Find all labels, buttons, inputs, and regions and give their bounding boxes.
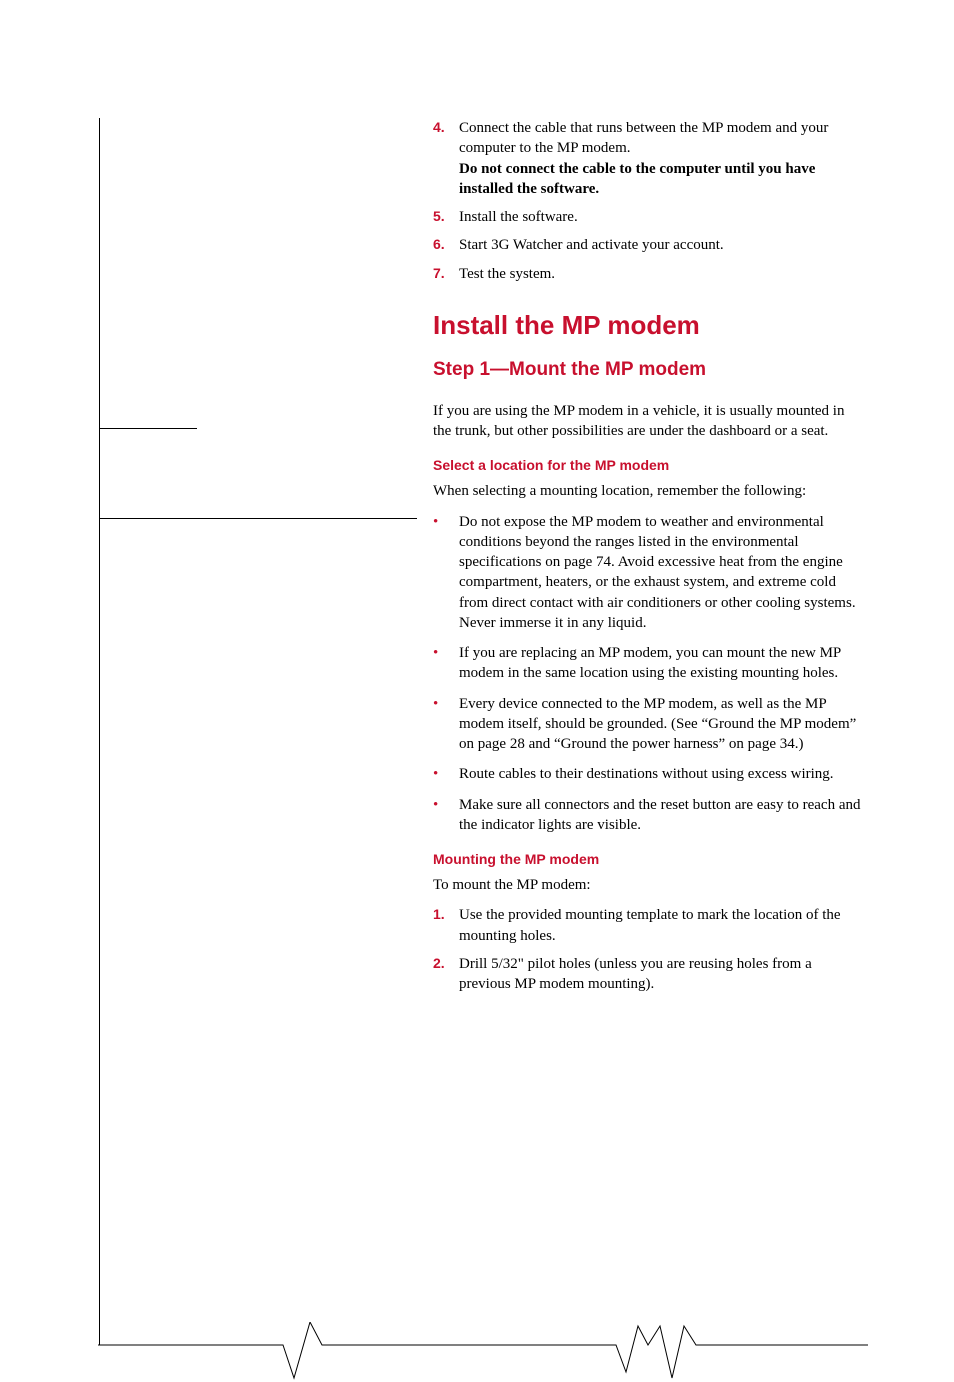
bullet-text: Every device connected to the MP modem, … xyxy=(459,694,865,755)
step-item: 7. Test the system. xyxy=(433,264,865,284)
step-number: 6. xyxy=(433,235,459,255)
bullet-text: Do not expose the MP modem to weather an… xyxy=(459,512,865,634)
mounting-steps-list: 1. Use the provided mounting template to… xyxy=(433,905,865,994)
mounting-lead-paragraph: To mount the MP modem: xyxy=(433,875,865,895)
bullet-icon: • xyxy=(433,512,459,634)
bullet-item: • Do not expose the MP modem to weather … xyxy=(433,512,865,634)
bullet-item: • Every device connected to the MP modem… xyxy=(433,694,865,755)
step-text: Drill 5/32" pilot holes (unless you are … xyxy=(459,954,865,995)
step-item: 4. Connect the cable that runs between t… xyxy=(433,118,865,199)
bullet-icon: • xyxy=(433,795,459,836)
sidebar-rule-1 xyxy=(99,428,197,429)
bullet-text: Make sure all connectors and the reset b… xyxy=(459,795,865,836)
step-item: 2. Drill 5/32" pilot holes (unless you a… xyxy=(433,954,865,995)
step-text: Install the software. xyxy=(459,207,865,227)
step-item: 5. Install the software. xyxy=(433,207,865,227)
step-item: 6. Start 3G Watcher and activate your ac… xyxy=(433,235,865,255)
footer-ecg-line xyxy=(98,1322,868,1382)
step-text: Connect the cable that runs between the … xyxy=(459,120,828,156)
intro-paragraph: If you are using the MP modem in a vehic… xyxy=(433,401,865,442)
step-item: 1. Use the provided mounting template to… xyxy=(433,905,865,946)
step-number: 7. xyxy=(433,264,459,284)
step-text: Test the system. xyxy=(459,264,865,284)
heading-3-select-location: Select a location for the MP modem xyxy=(433,457,865,473)
step-number: 5. xyxy=(433,207,459,227)
heading-2: Step 1—Mount the MP modem xyxy=(433,359,865,381)
margin-vertical-rule xyxy=(99,118,100,1345)
select-lead-paragraph: When selecting a mounting location, reme… xyxy=(433,481,865,501)
step-warning-bold: Do not connect the cable to the computer… xyxy=(459,161,815,197)
step-text: Use the provided mounting template to ma… xyxy=(459,905,865,946)
bullet-icon: • xyxy=(433,643,459,684)
location-bullet-list: • Do not expose the MP modem to weather … xyxy=(433,512,865,836)
heading-1: Install the MP modem xyxy=(433,310,865,341)
step-number: 4. xyxy=(433,118,459,199)
step-number: 1. xyxy=(433,905,459,946)
step-number: 2. xyxy=(433,954,459,995)
bullet-text: If you are replacing an MP modem, you ca… xyxy=(459,643,865,684)
heading-3-mounting: Mounting the MP modem xyxy=(433,851,865,867)
main-content-column: 4. Connect the cable that runs between t… xyxy=(433,118,865,1002)
bullet-item: • Make sure all connectors and the reset… xyxy=(433,795,865,836)
bullet-text: Route cables to their destinations witho… xyxy=(459,764,865,784)
continued-steps-list: 4. Connect the cable that runs between t… xyxy=(433,118,865,284)
bullet-icon: • xyxy=(433,694,459,755)
step-text: Start 3G Watcher and activate your accou… xyxy=(459,235,865,255)
sidebar-rule-2 xyxy=(99,518,417,519)
bullet-item: • If you are replacing an MP modem, you … xyxy=(433,643,865,684)
document-page: 4. Connect the cable that runs between t… xyxy=(0,0,954,1235)
bullet-icon: • xyxy=(433,764,459,784)
step-body: Connect the cable that runs between the … xyxy=(459,118,865,199)
bullet-item: • Route cables to their destinations wit… xyxy=(433,764,865,784)
